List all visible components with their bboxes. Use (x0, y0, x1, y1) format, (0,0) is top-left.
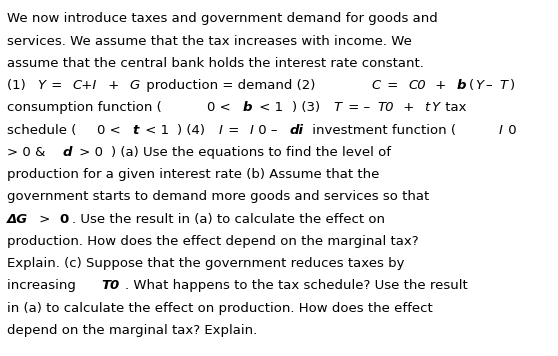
Text: b: b (456, 79, 466, 92)
Text: di: di (290, 124, 304, 137)
Text: G: G (129, 79, 140, 92)
Text: consumption function (: consumption function ( (7, 101, 162, 115)
Text: Y: Y (431, 101, 439, 115)
Text: =: = (47, 79, 67, 92)
Text: b: b (243, 101, 253, 115)
Text: depend on the marginal tax? Explain.: depend on the marginal tax? Explain. (7, 324, 257, 337)
Text: C0: C0 (408, 79, 426, 92)
Text: Y: Y (37, 79, 45, 92)
Text: ) (a) Use the equations to find the level of: ) (a) Use the equations to find the leve… (110, 146, 391, 159)
Text: +: + (431, 79, 451, 92)
Text: I: I (499, 124, 503, 137)
Text: We now introduce taxes and government demand for goods and: We now introduce taxes and government de… (7, 12, 438, 26)
Text: =: = (224, 124, 243, 137)
Text: Explain. (c) Suppose that the government reduces taxes by: Explain. (c) Suppose that the government… (7, 257, 405, 270)
Text: assume that the central bank holds the interest rate constant.: assume that the central bank holds the i… (7, 57, 424, 70)
Text: 0: 0 (504, 124, 517, 137)
Text: production. How does the effect depend on the marginal tax?: production. How does the effect depend o… (7, 235, 419, 248)
Text: t: t (424, 101, 429, 115)
Text: T0: T0 (378, 101, 394, 115)
Text: C+I: C+I (73, 79, 97, 92)
Text: ): ) (511, 79, 516, 92)
Text: =: = (383, 79, 403, 92)
Text: 0: 0 (60, 213, 69, 226)
Text: Y: Y (475, 79, 483, 92)
Text: >: > (35, 213, 54, 226)
Text: government starts to demand more goods and services so that: government starts to demand more goods a… (7, 190, 430, 204)
Text: d: d (62, 146, 72, 159)
Text: I: I (249, 124, 253, 137)
Text: ) (4): ) (4) (177, 124, 210, 137)
Text: (: ( (469, 79, 474, 92)
Text: I: I (219, 124, 223, 137)
Text: tax: tax (441, 101, 467, 115)
Text: production for a given interest rate (b) Assume that the: production for a given interest rate (b)… (7, 168, 379, 181)
Text: schedule (: schedule ( (7, 124, 76, 137)
Text: C: C (372, 79, 381, 92)
Text: T: T (333, 101, 341, 115)
Text: –: – (486, 79, 497, 92)
Text: +: + (104, 79, 123, 92)
Text: services. We assume that the tax increases with income. We: services. We assume that the tax increas… (7, 35, 412, 48)
Text: > 0 &: > 0 & (7, 146, 50, 159)
Text: t: t (133, 124, 140, 137)
Text: = –: = – (344, 101, 370, 115)
Text: ΔG: ΔG (7, 213, 28, 226)
Text: (1): (1) (7, 79, 30, 92)
Text: production = demand (2): production = demand (2) (142, 79, 320, 92)
Text: +: + (399, 101, 418, 115)
Text: 0 <: 0 < (207, 101, 235, 115)
Text: > 0: > 0 (75, 146, 103, 159)
Text: < 1: < 1 (256, 101, 283, 115)
Text: . What happens to the tax schedule? Use the result: . What happens to the tax schedule? Use … (125, 279, 468, 293)
Text: 0 –: 0 – (254, 124, 282, 137)
Text: T: T (500, 79, 508, 92)
Text: < 1: < 1 (141, 124, 169, 137)
Text: increasing: increasing (7, 279, 80, 293)
Text: ) (3): ) (3) (292, 101, 324, 115)
Text: 0 <: 0 < (97, 124, 125, 137)
Text: . Use the result in (a) to calculate the effect on: . Use the result in (a) to calculate the… (72, 213, 385, 226)
Text: T0: T0 (102, 279, 120, 293)
Text: in (a) to calculate the effect on production. How does the effect: in (a) to calculate the effect on produc… (7, 302, 433, 315)
Text: investment function (: investment function ( (308, 124, 456, 137)
